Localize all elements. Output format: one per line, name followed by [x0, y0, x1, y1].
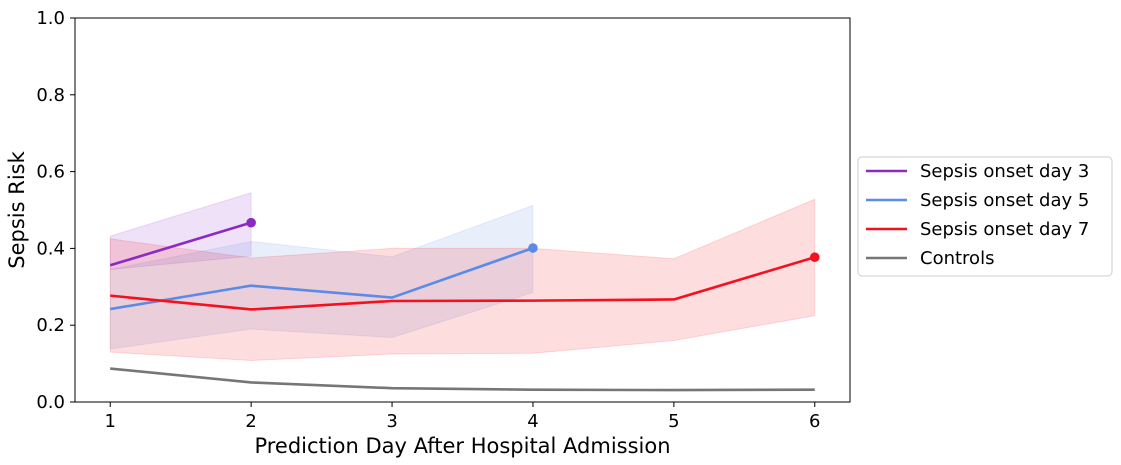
y-tick-label: 0.8 — [36, 85, 65, 106]
line-sepsis-onset-day-3 — [109, 221, 252, 267]
marker-sepsis-onset-day-5 — [528, 243, 538, 253]
band-sepsis-onset-day-5 — [109, 204, 534, 350]
legend-label-sepsis-onset-day-5: Sepsis onset day 5 — [920, 190, 1089, 211]
y-tick-label: 0.2 — [36, 315, 65, 336]
legend-items: Sepsis onset day 3 Sepsis onset day 5 Seps… — [866, 161, 1089, 269]
y-tick-label: 0.0 — [36, 392, 65, 413]
legend-box — [857, 156, 1113, 277]
x-tick-label: 1 — [105, 411, 116, 432]
y-axis-ticks: 0.0 0.2 0.4 0.6 0.8 1.0 — [36, 8, 75, 413]
marker-sepsis-onset-day-3 — [246, 217, 256, 228]
marker-sepsis-onset-day-7 — [809, 252, 820, 263]
y-axis-title: Sepsis Risk — [5, 150, 29, 268]
y-tick-label: 0.6 — [36, 162, 65, 183]
y-tick-label: 1.0 — [36, 8, 65, 29]
x-tick-label: 4 — [527, 411, 538, 432]
band-sepsis-onset-day-3 — [109, 192, 252, 271]
x-tick-label: 2 — [245, 411, 256, 432]
legend-label-sepsis-onset-day-7: Sepsis onset day 7 — [920, 219, 1089, 240]
confidence-bands — [109, 192, 816, 362]
x-axis-title: Prediction Day After Hospital Admission — [254, 434, 670, 458]
legend-label-controls: Controls — [920, 248, 994, 269]
x-tick-label: 5 — [668, 411, 679, 432]
line-sepsis-onset-day-5 — [110, 246, 534, 311]
x-tick-label: 6 — [809, 411, 820, 432]
legend-label-sepsis-onset-day-3: Sepsis onset day 3 — [920, 161, 1089, 182]
x-tick-label: 3 — [386, 411, 397, 432]
y-tick-label: 0.4 — [36, 238, 65, 259]
x-axis-ticks: 1 2 3 4 5 6 — [105, 402, 820, 432]
plot-frame — [74, 17, 851, 403]
end-markers — [246, 217, 820, 263]
legend: Sepsis onset day 3 Sepsis onset day 5 Seps… — [857, 156, 1113, 277]
line-sepsis-onset-day-7 — [110, 255, 816, 311]
series-lines — [109, 221, 816, 392]
band-sepsis-onset-day-7 — [109, 198, 816, 362]
line-controls — [110, 367, 815, 392]
